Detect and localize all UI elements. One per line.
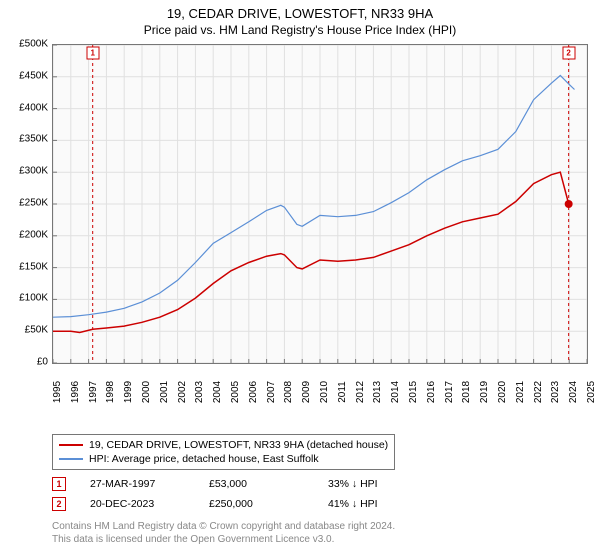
x-label: 2000 bbox=[141, 381, 152, 403]
x-label: 2008 bbox=[283, 381, 294, 403]
y-label: £450K bbox=[19, 70, 48, 81]
x-label: 1997 bbox=[88, 381, 99, 403]
x-label: 2007 bbox=[266, 381, 277, 403]
chart-area: £0 £50K £100K £150K £200K £250K £300K £350K £400… bbox=[8, 44, 592, 394]
x-label: 2016 bbox=[426, 381, 437, 403]
y-label: £250K bbox=[19, 198, 48, 209]
x-label: 2002 bbox=[177, 381, 188, 403]
marker-delta: 41% ↓ HPI bbox=[328, 498, 423, 510]
plot-svg bbox=[53, 45, 587, 363]
x-label: 2019 bbox=[479, 381, 490, 403]
x-label: 2025 bbox=[586, 381, 597, 403]
legend-swatch bbox=[59, 458, 83, 460]
legend-label: 19, CEDAR DRIVE, LOWESTOFT, NR33 9HA (de… bbox=[89, 439, 388, 451]
title-subtitle: Price paid vs. HM Land Registry's House … bbox=[0, 21, 600, 37]
y-label: £100K bbox=[19, 293, 48, 304]
legend-row: 19, CEDAR DRIVE, LOWESTOFT, NR33 9HA (de… bbox=[59, 438, 388, 452]
legend-row: HPI: Average price, detached house, East… bbox=[59, 452, 388, 466]
x-label: 2021 bbox=[515, 381, 526, 403]
y-label: £150K bbox=[19, 261, 48, 272]
x-label: 1998 bbox=[105, 381, 116, 403]
footer-line2: This data is licensed under the Open Gov… bbox=[52, 533, 395, 546]
marker-box: 1 bbox=[52, 477, 66, 491]
x-label: 2018 bbox=[461, 381, 472, 403]
y-label: £350K bbox=[19, 134, 48, 145]
x-label: 2003 bbox=[194, 381, 205, 403]
x-label: 2006 bbox=[248, 381, 259, 403]
x-label: 2012 bbox=[355, 381, 366, 403]
x-label: 2009 bbox=[301, 381, 312, 403]
legend-label: HPI: Average price, detached house, East… bbox=[89, 453, 319, 465]
x-label: 2004 bbox=[212, 381, 223, 403]
marker-row: 2 20-DEC-2023 £250,000 41% ↓ HPI bbox=[52, 494, 423, 514]
y-label: £400K bbox=[19, 102, 48, 113]
footer-line1: Contains HM Land Registry data © Crown c… bbox=[52, 520, 395, 533]
y-label: £0 bbox=[37, 357, 48, 368]
legend: 19, CEDAR DRIVE, LOWESTOFT, NR33 9HA (de… bbox=[52, 434, 395, 470]
footer: Contains HM Land Registry data © Crown c… bbox=[52, 520, 395, 546]
title-address: 19, CEDAR DRIVE, LOWESTOFT, NR33 9HA bbox=[0, 0, 600, 21]
y-label: £300K bbox=[19, 166, 48, 177]
marker-date: 27-MAR-1997 bbox=[90, 478, 185, 490]
marker-price: £53,000 bbox=[209, 478, 304, 490]
x-label: 2022 bbox=[533, 381, 544, 403]
x-label: 2017 bbox=[444, 381, 455, 403]
chart-marker: 1 bbox=[86, 47, 99, 60]
x-label: 2024 bbox=[568, 381, 579, 403]
x-label: 1996 bbox=[70, 381, 81, 403]
x-label: 1995 bbox=[52, 381, 63, 403]
marker-delta: 33% ↓ HPI bbox=[328, 478, 423, 490]
x-label: 1999 bbox=[123, 381, 134, 403]
y-label: £50K bbox=[25, 325, 48, 336]
marker-date: 20-DEC-2023 bbox=[90, 498, 185, 510]
chart-marker: 2 bbox=[562, 47, 575, 60]
x-label: 2014 bbox=[390, 381, 401, 403]
x-label: 2013 bbox=[372, 381, 383, 403]
x-label: 2005 bbox=[230, 381, 241, 403]
chart-container: 19, CEDAR DRIVE, LOWESTOFT, NR33 9HA Pri… bbox=[0, 0, 600, 560]
x-label: 2011 bbox=[337, 381, 348, 403]
x-label: 2023 bbox=[550, 381, 561, 403]
x-label: 2020 bbox=[497, 381, 508, 403]
marker-price: £250,000 bbox=[209, 498, 304, 510]
marker-box: 2 bbox=[52, 497, 66, 511]
x-axis-labels: 1995199619971998199920002001200220032004… bbox=[52, 366, 588, 394]
plot-area: 12 bbox=[52, 44, 588, 364]
y-label: £200K bbox=[19, 229, 48, 240]
legend-swatch bbox=[59, 444, 83, 446]
marker-table: 1 27-MAR-1997 £53,000 33% ↓ HPI 2 20-DEC… bbox=[52, 474, 423, 514]
x-label: 2010 bbox=[319, 381, 330, 403]
x-label: 2015 bbox=[408, 381, 419, 403]
x-label: 2001 bbox=[159, 381, 170, 403]
y-label: £500K bbox=[19, 39, 48, 50]
marker-row: 1 27-MAR-1997 £53,000 33% ↓ HPI bbox=[52, 474, 423, 494]
y-axis-labels: £0£50K£100K£150K£200K£250K£300K£350K£400… bbox=[8, 44, 52, 364]
